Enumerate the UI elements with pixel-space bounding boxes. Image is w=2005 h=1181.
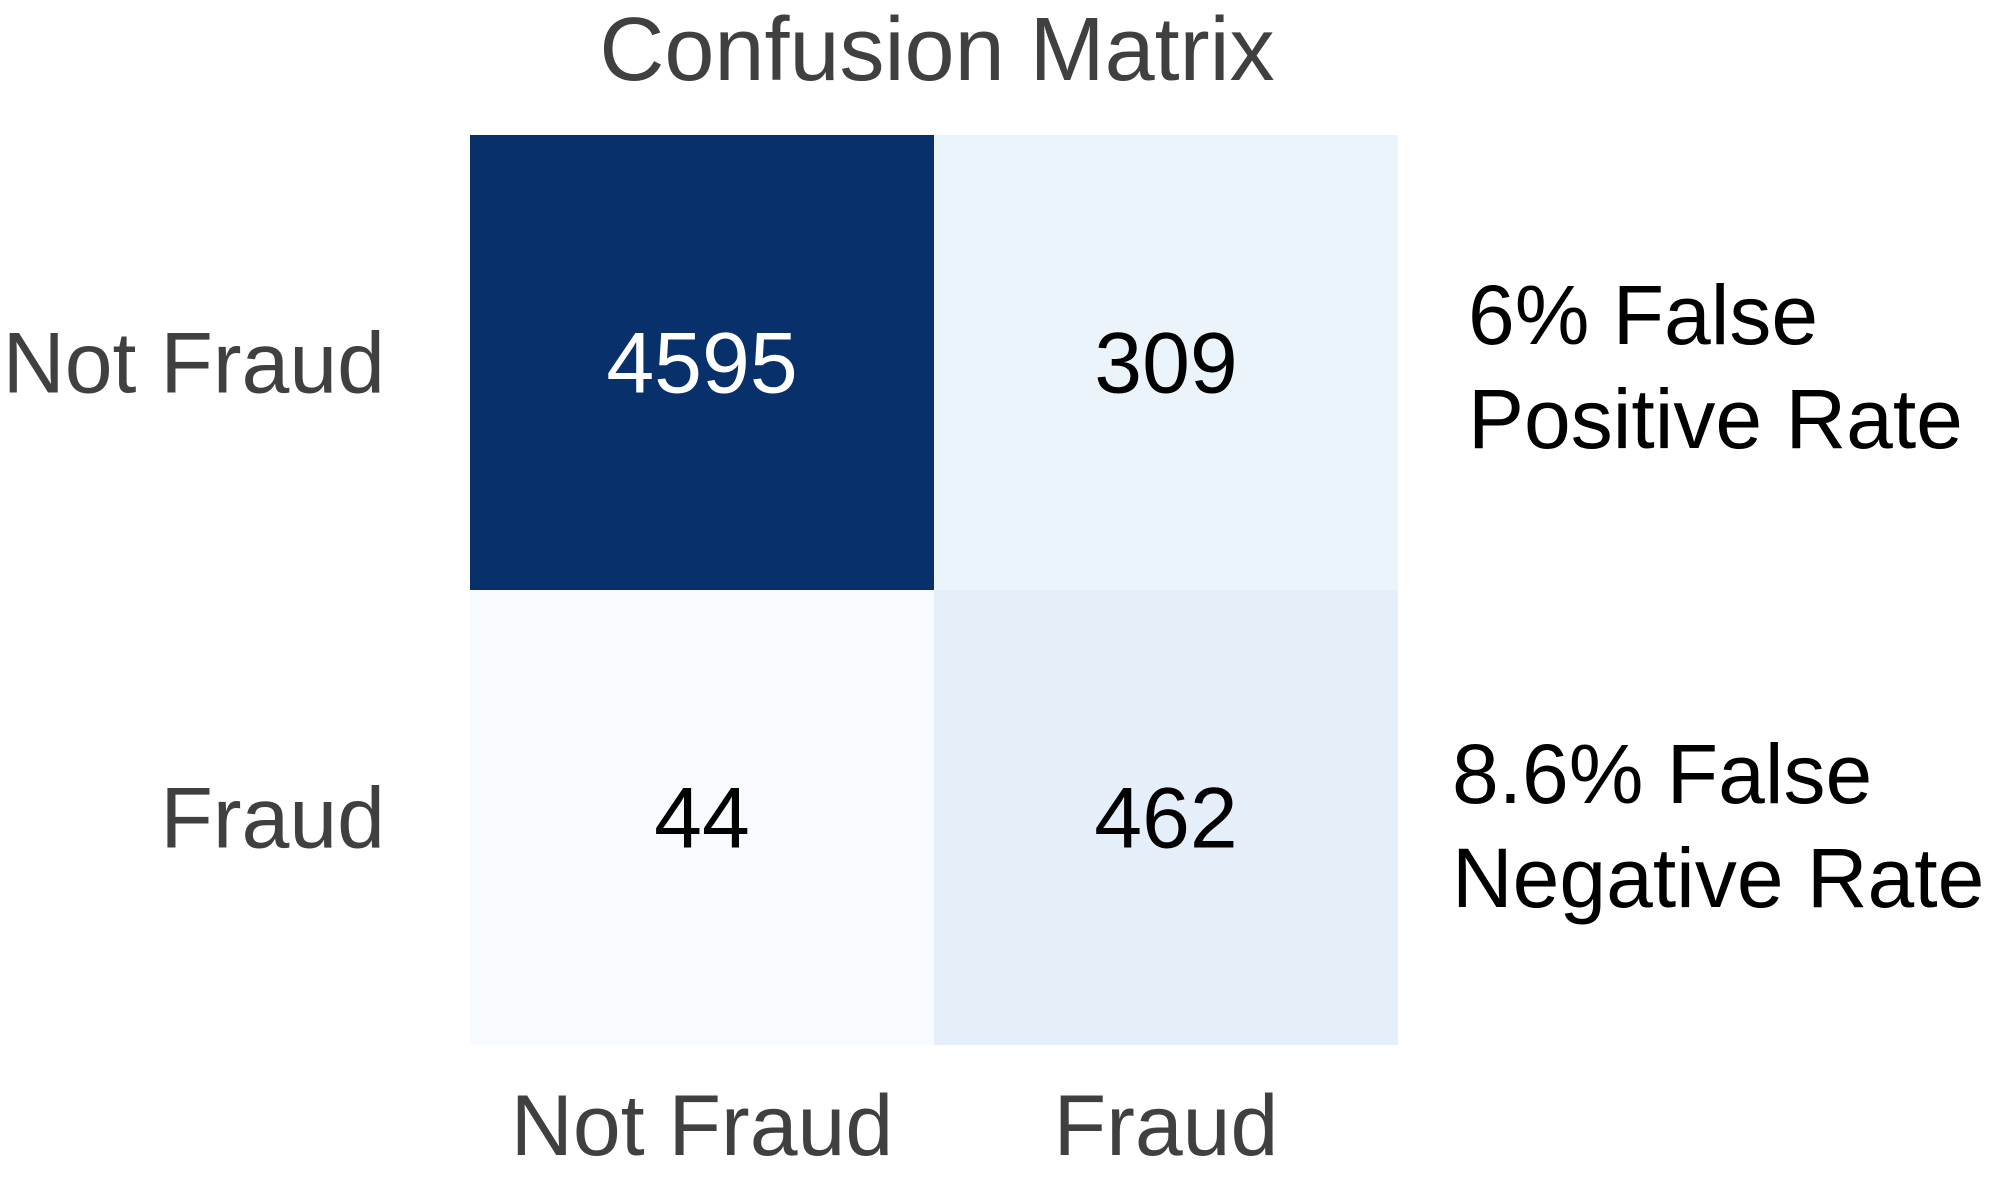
rate-annotations: 6% False Positive Rate 8.6% False Negative … <box>1452 268 1984 925</box>
heatmap-cell-r1-c0 <box>470 590 934 1045</box>
heatmap-cell-r1-c1 <box>934 590 1398 1045</box>
heatmap-cell-r0-c1 <box>934 135 1398 590</box>
cell-value-label-r0-c0: 4595 <box>606 316 797 412</box>
row-tick-labels: Not Fraud Fraud <box>3 316 385 867</box>
chart-title: Confusion Matrix <box>599 0 1274 100</box>
cell-value-label-r1-c0: 44 <box>654 771 750 867</box>
column-tick-label-1: Fraud <box>1054 1078 1279 1174</box>
rate-annotation-0: 6% False Positive Rate <box>1468 268 1963 466</box>
row-tick-label-0: Not Fraud <box>3 316 385 412</box>
heatmap-cells <box>470 135 1398 1045</box>
heatmap-cell-r0-c0 <box>470 135 934 590</box>
rate-annotation-1: 8.6% False Negative Rate <box>1452 727 1984 925</box>
heatmap-cell-labels: 4595 309 44 462 <box>606 316 1237 867</box>
cell-value-label-r1-c1: 462 <box>1094 771 1238 867</box>
column-tick-labels: Not Fraud Fraud <box>511 1078 1279 1174</box>
column-tick-label-0: Not Fraud <box>511 1078 893 1174</box>
cell-value-label-r0-c1: 309 <box>1094 316 1238 412</box>
row-tick-label-1: Fraud <box>160 771 385 867</box>
